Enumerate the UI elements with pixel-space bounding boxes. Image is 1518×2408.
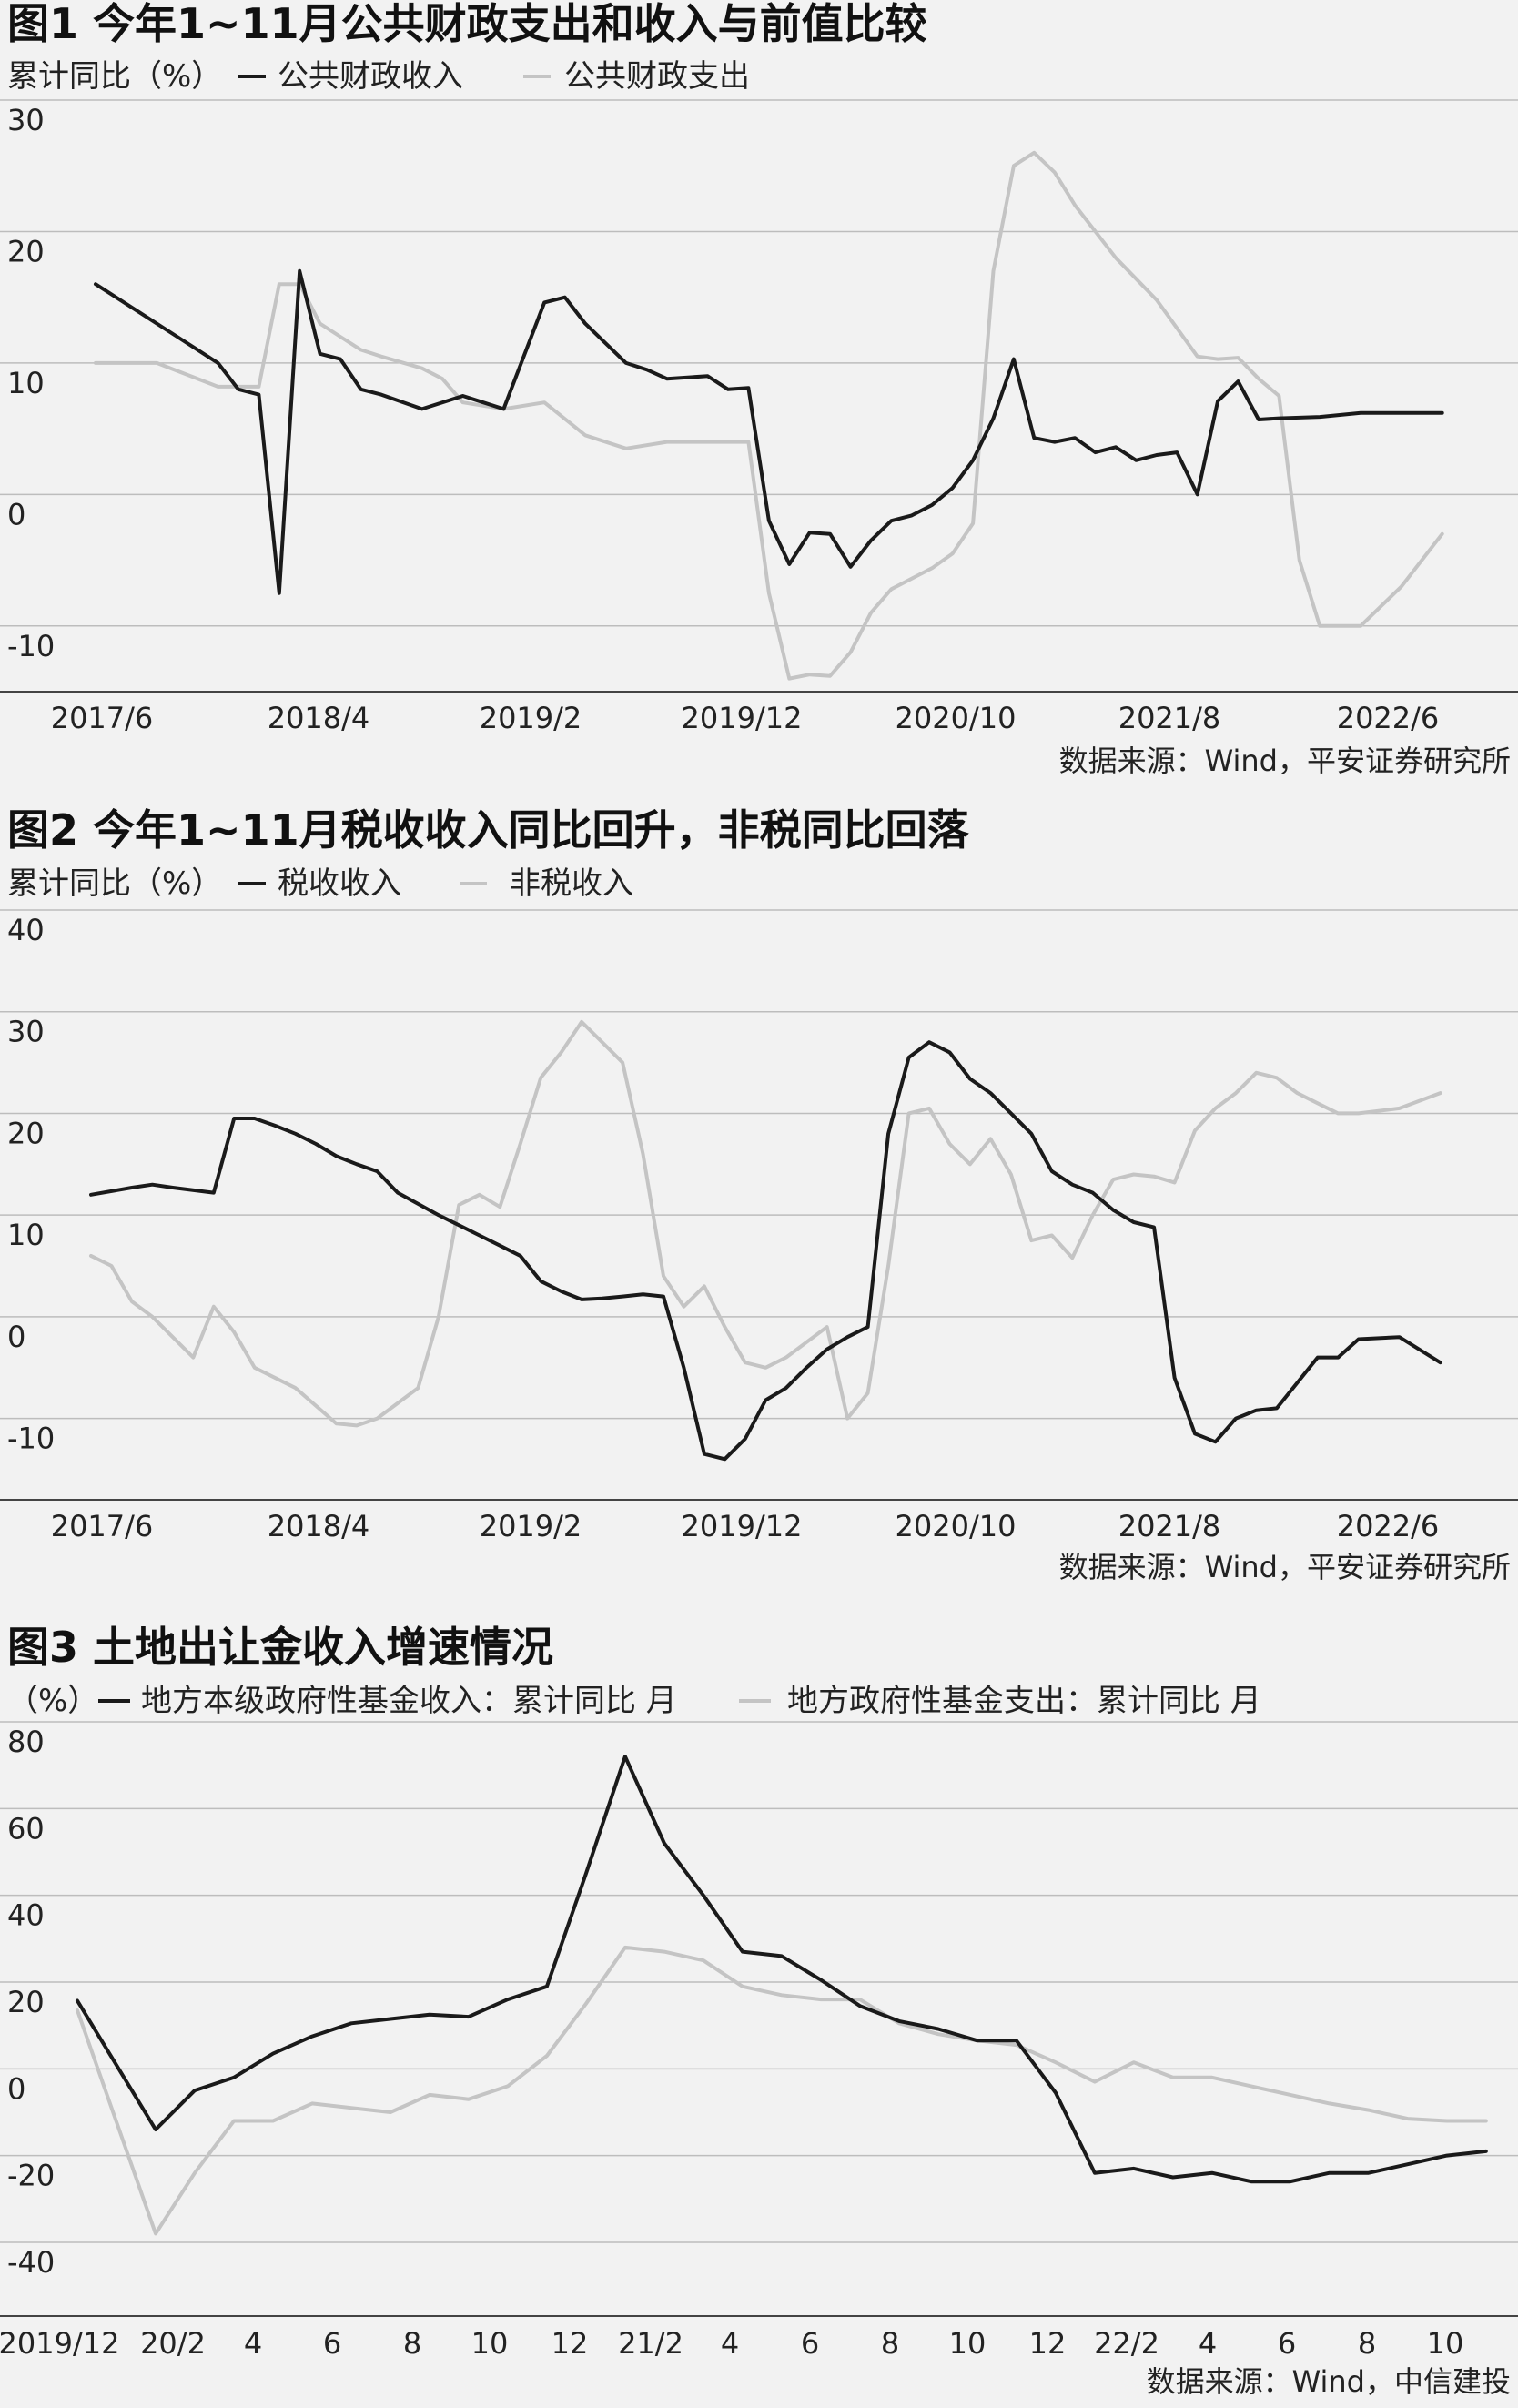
chart-2-x-tick-label: 2020/10 (896, 1509, 1017, 1543)
chart-3-x-tick-label: 10 (471, 2326, 509, 2361)
chart-3-x-tick-label: 2019/12 (0, 2326, 119, 2361)
chart-1-y-tick-label: 30 (7, 103, 45, 137)
chart-2-x-tick-label: 2022/6 (1337, 1509, 1440, 1543)
chart-3-plot: 80 60 40 20 0 -20 -40 2019/12 20/2 4 6 8 10 12 21/2 4 6 8… (0, 1721, 1518, 2361)
chart-1-title: 图1 今年1~11月公共财政支出和收入与前值比较 (7, 0, 927, 48)
chart-3-y-tick-label: -40 (7, 2245, 55, 2280)
chart-3-y-tick-label: 0 (7, 2071, 25, 2106)
chart-1-legend-label-light: 公共财政支出 (564, 58, 750, 95)
chart-1-series-line-dark (94, 268, 1444, 595)
chart-3-y-tick-label: 60 (7, 1811, 45, 1846)
chart-3-y-tick-label: 20 (7, 1985, 45, 2019)
chart-3-x-tick-label: 4 (1199, 2326, 1217, 2361)
chart-3-x-tick-label: 21/2 (618, 2326, 683, 2361)
chart-2-x-tick-label: 2021/8 (1118, 1509, 1221, 1543)
chart-3-legend-label-light: 地方政府性基金支出：累计同比 月 (787, 1683, 1261, 1719)
chart-2-x-tick-label: 2018/4 (268, 1509, 370, 1543)
chart-3-legend-label-dark: 地方本级政府性基金收入：累计同比 月 (141, 1683, 677, 1719)
chart-2-source: 数据来源：Wind，平安证券研究所 (1059, 1550, 1511, 1584)
chart-3-series-line-dark (76, 1755, 1488, 2184)
chart-3-x-tick-label: 12 (552, 2326, 589, 2361)
chart-3-x-tick-label: 10 (949, 2326, 987, 2361)
chart-3-x-tick-label: 4 (244, 2326, 262, 2361)
chart-3-unit-label: （%） (7, 1683, 98, 1719)
chart-1-x-tick-label: 2019/12 (682, 701, 803, 735)
chart-3-title: 图3 土地出让金收入增速情况 (7, 1623, 553, 1672)
chart-1-x-tick-label: 2017/6 (51, 701, 154, 735)
chart-2-plot: 40 30 20 10 0 -10 2017/6 2018/4 2019/2 2019/12 202… (0, 909, 1518, 1543)
chart-1-y-tick-label: 0 (7, 497, 25, 531)
chart-3-x-tick-label: 8 (1358, 2326, 1376, 2361)
chart-1-source: 数据来源：Wind，平安证券研究所 (1059, 744, 1511, 778)
chart-3-y-tick-label: -20 (7, 2159, 55, 2193)
chart-2-y-tick-label: 20 (7, 1116, 45, 1150)
chart-2-series-line-light (89, 1019, 1442, 1428)
chart-2-x-tick-label: 2019/12 (682, 1509, 803, 1543)
chart-3-x-tick-label: 20/2 (140, 2326, 206, 2361)
chart-1-x-tick-label: 2021/8 (1118, 701, 1221, 735)
chart-3-x-tick-label: 8 (403, 2326, 421, 2361)
chart-2-unit-label: 累计同比（%） (7, 865, 222, 902)
chart-1-plot: 30 20 10 0 -10 2017/6 2018/4 2019/2 2019/12 2020/… (0, 99, 1518, 735)
chart-3-x-tick-label: 6 (801, 2326, 819, 2361)
chart-1-x-tick-label: 2022/6 (1337, 701, 1440, 735)
chart-3-x-tick-label: 22/2 (1094, 2326, 1159, 2361)
chart-1-unit-label: 累计同比（%） (7, 58, 222, 95)
chart-3-x-tick-label: 4 (721, 2326, 739, 2361)
chart-3-x-tick-label: 10 (1427, 2326, 1464, 2361)
chart-2-x-tick-label: 2019/2 (480, 1509, 582, 1543)
chart-3-y-tick-label: 40 (7, 1898, 45, 1933)
chart-3-x-tick-label: 6 (1278, 2326, 1296, 2361)
chart-2-y-tick-label: -10 (7, 1422, 55, 1456)
chart-1-y-tick-label: 10 (7, 366, 45, 400)
chart-2-title: 图2 今年1~11月税收收入同比回升，非税同比回落 (7, 805, 970, 855)
chart-3-x-tick-label: 8 (881, 2326, 899, 2361)
chart-1-x-tick-label: 2018/4 (268, 701, 370, 735)
chart-3-x-tick-label: 6 (323, 2326, 341, 2361)
chart-1-x-tick-label: 2019/2 (480, 701, 582, 735)
chart-2-legend-label-dark: 税收收入 (278, 865, 401, 902)
chart-3-series-line-light (76, 1945, 1488, 2236)
chart-3-source: 数据来源：Wind，中信建投 (1147, 2364, 1511, 2399)
chart-2-x-tick-label: 2017/6 (51, 1509, 154, 1543)
chart-1-series-line-light (94, 150, 1444, 681)
chart-3: 图3 土地出让金收入增速情况 （%） 地方本级政府性基金收入：累计同比 月 地方… (0, 1623, 1518, 2399)
chart-2-y-tick-label: 10 (7, 1218, 45, 1252)
chart-3-x-tick-label: 12 (1029, 2326, 1067, 2361)
chart-3-y-tick-label: 80 (7, 1725, 45, 1759)
chart-1-legend-label-dark: 公共财政收入 (278, 58, 463, 95)
chart-2-y-tick-label: 0 (7, 1320, 25, 1354)
chart-2-series-line-dark (89, 1040, 1442, 1462)
chart-2-y-tick-label: 40 (7, 913, 45, 947)
chart-1-y-tick-label: -10 (7, 629, 55, 663)
chart-1: 图1 今年1~11月公共财政支出和收入与前值比较 累计同比（%） 公共财政收入 … (0, 0, 1518, 778)
chart-1-y-tick-label: 20 (7, 234, 45, 268)
chart-2-y-tick-label: 30 (7, 1015, 45, 1049)
chart-2-legend-label-light: 非税收入 (510, 865, 633, 902)
chart-2: 图2 今年1~11月税收收入同比回升，非税同比回落 累计同比（%） 税收收入 非… (0, 805, 1518, 1584)
chart-1-x-tick-label: 2020/10 (896, 701, 1017, 735)
